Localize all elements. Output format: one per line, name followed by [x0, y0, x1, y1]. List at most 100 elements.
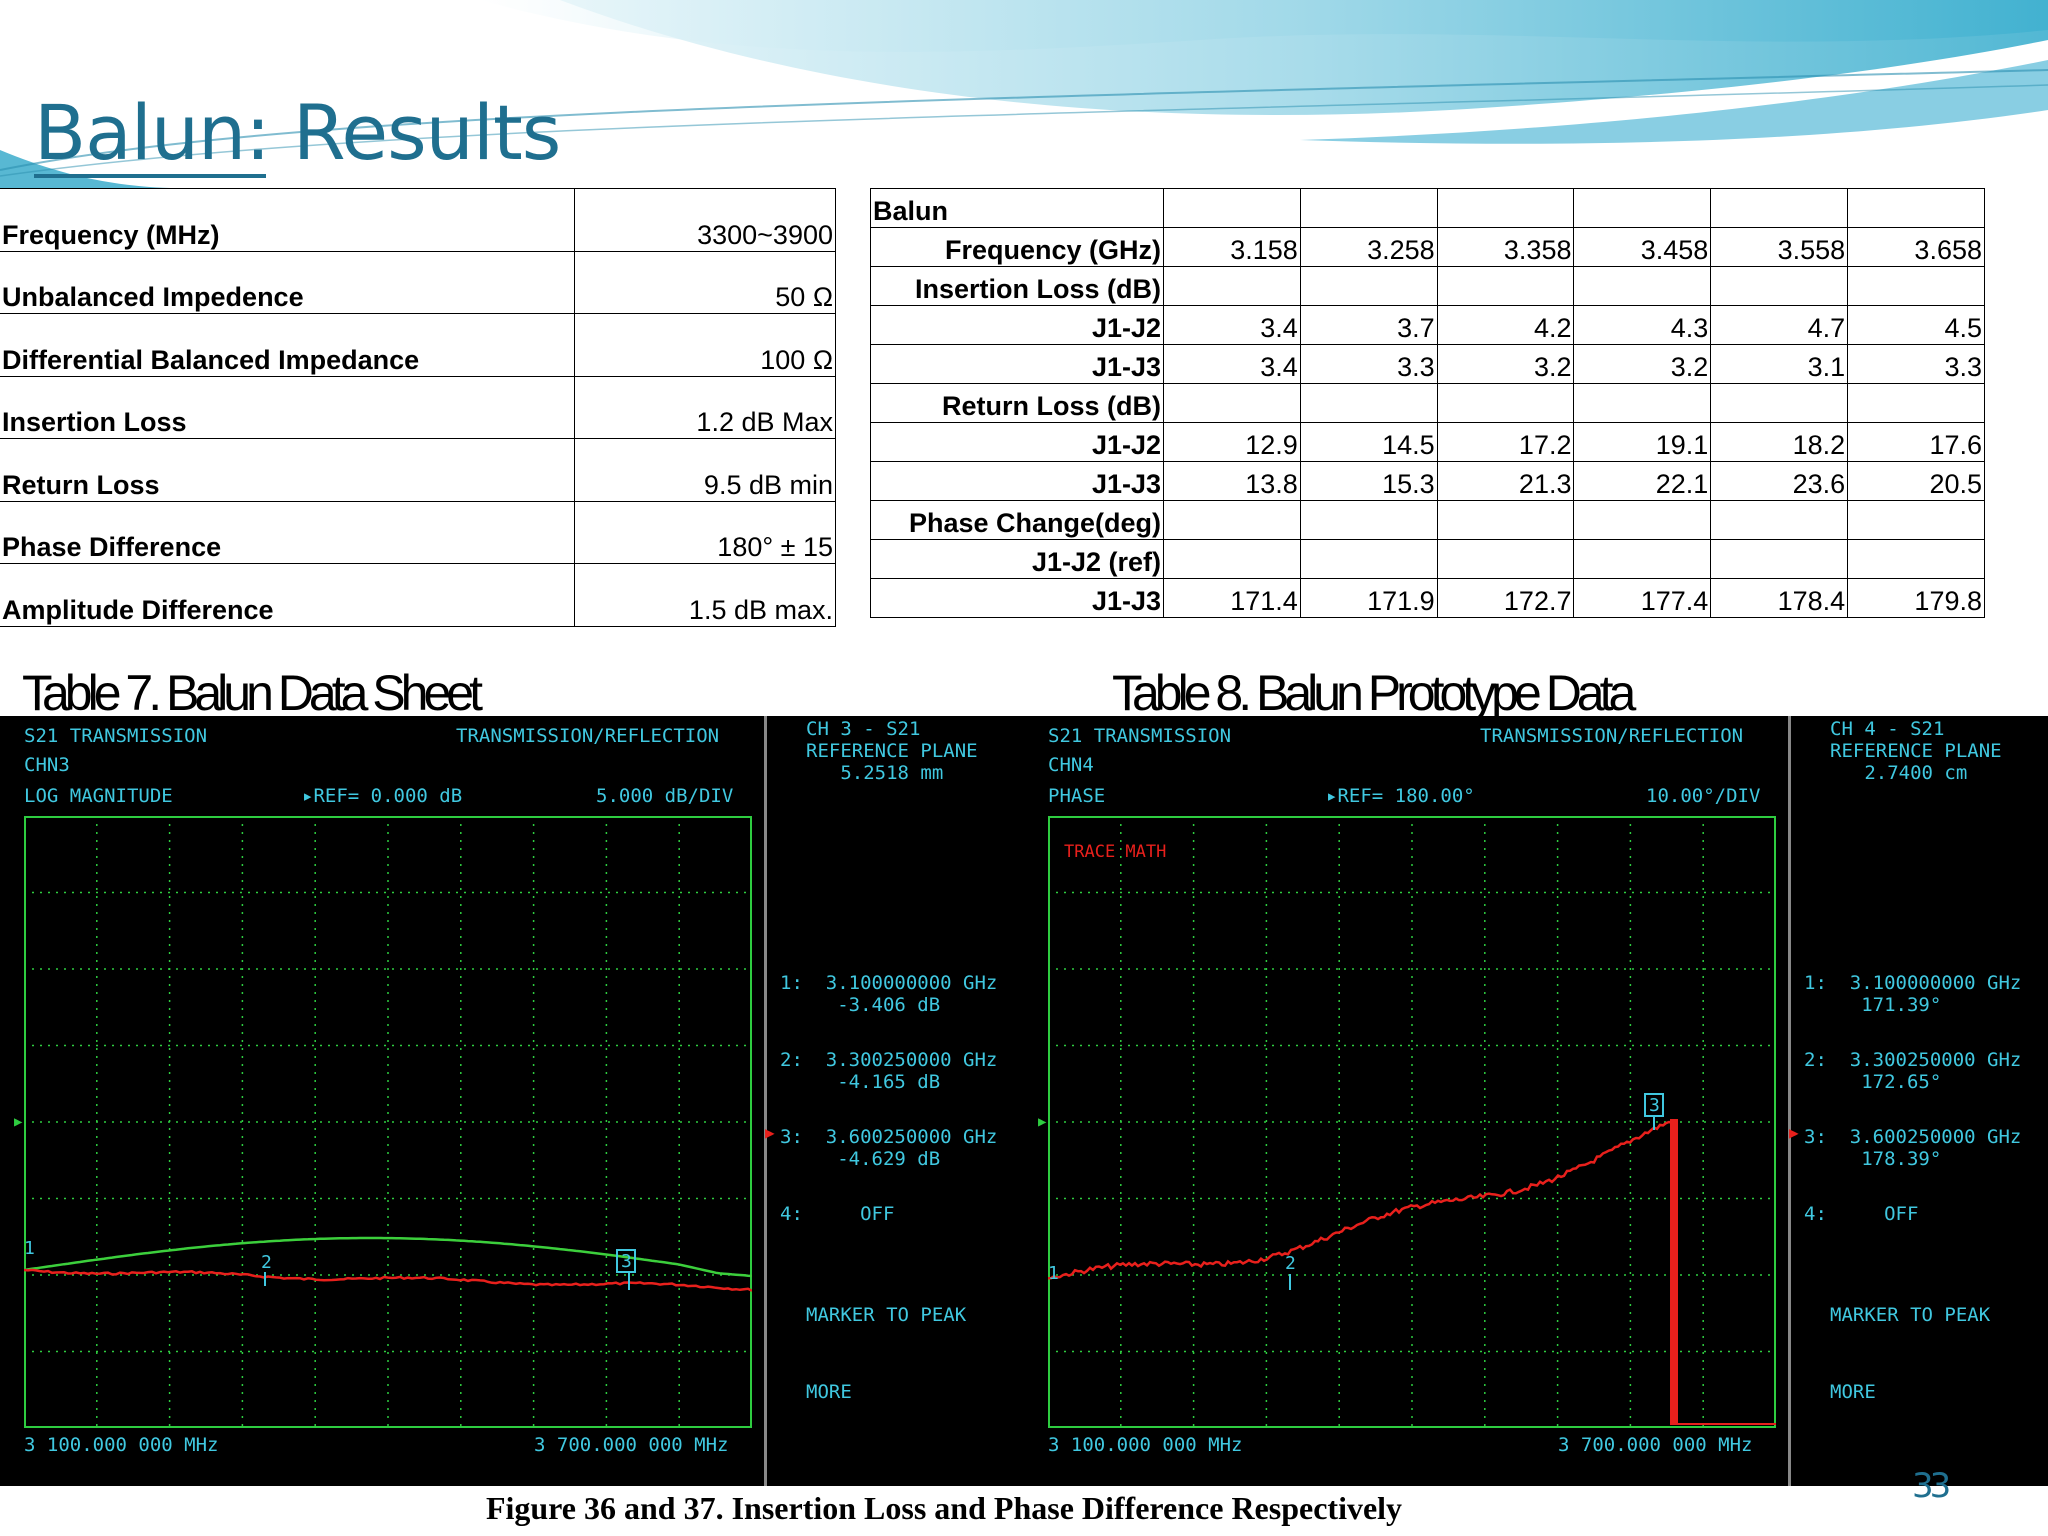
spec-row: Insertion Loss 1.2 dB Max: [0, 375, 836, 439]
proto-cell: [1163, 383, 1301, 423]
proto-row-label: Balun: [870, 188, 1164, 228]
table-8-caption: Table 8. Balun Prototype Data: [1112, 665, 1636, 721]
scope1-more-softkey[interactable]: MORE: [806, 1381, 852, 1403]
spec-value: 3300~3900: [574, 188, 836, 252]
scope1-trace-red: [24, 1268, 752, 1292]
spec-row: Frequency (MHz) 3300~3900: [0, 188, 836, 252]
proto-cell: [1573, 188, 1712, 228]
scope2-ref-arrow: ▶: [1038, 1114, 1047, 1130]
scope1-trace-green: [24, 1236, 752, 1278]
scope2-marker-2-readout: 2: 3.300250000 GHz 172.65°: [1804, 1049, 2022, 1093]
proto-cell: [1163, 188, 1301, 228]
scope1-ref-arrow: ▶: [14, 1114, 23, 1130]
proto-cell: [1436, 188, 1575, 228]
spec-label: Phase Difference: [0, 500, 575, 564]
proto-cell: 17.2: [1436, 422, 1575, 462]
scope1-active-marker-arrow: ▶: [765, 1123, 775, 1142]
proto-row-label: J1-J3: [870, 344, 1164, 384]
scope1-channel: CHN3: [24, 754, 70, 776]
proto-cell: 3.258: [1299, 227, 1438, 267]
proto-row-label: Phase Change(deg): [870, 500, 1164, 540]
proto-cell: 3.158: [1163, 227, 1301, 267]
proto-cell: 4.2: [1436, 305, 1575, 345]
proto-cell: [1436, 500, 1575, 540]
proto-cell: 23.6: [1710, 461, 1849, 501]
proto-cell: 17.6: [1847, 422, 1985, 462]
spec-value: 1.5 dB max.: [574, 563, 836, 627]
proto-cell: [1299, 500, 1438, 540]
proto-row: Frequency (GHz) 3.158 3.258 3.358 3.458 3.558…: [870, 227, 1985, 267]
proto-cell: 13.8: [1163, 461, 1301, 501]
proto-cell: [1299, 539, 1438, 579]
proto-cell: 3.4: [1163, 344, 1301, 384]
proto-cell: 12.9: [1163, 422, 1301, 462]
proto-cell: 4.7: [1710, 305, 1849, 345]
proto-row: Phase Change(deg): [870, 500, 1985, 540]
scope2-stop-freq: 3 700.000 000 MHz: [1558, 1434, 1753, 1456]
spec-value: 9.5 dB min: [574, 438, 836, 502]
proto-cell: [1299, 266, 1438, 306]
scope2-plot: 1 2 3 TRACE MATH: [1048, 816, 1776, 1428]
proto-cell: [1847, 539, 1985, 579]
scope2-header-left: S21 TRANSMISSION: [1048, 725, 1232, 747]
scope1-divider: [764, 716, 767, 1486]
spec-label: Unbalanced Impedence: [0, 250, 575, 314]
proto-cell: 3.4: [1163, 305, 1301, 345]
proto-cell: [1163, 266, 1301, 306]
scope1-marker-2-label: 2: [261, 1252, 272, 1273]
scope1-marker-to-peak-softkey[interactable]: MARKER TO PEAK: [806, 1304, 967, 1326]
proto-cell: [1163, 539, 1301, 579]
scope1-scale: 5.000 dB/DIV: [596, 785, 734, 807]
proto-cell: [1163, 500, 1301, 540]
spec-value: 100 Ω: [574, 313, 836, 377]
scope2-marker-to-peak-softkey[interactable]: MARKER TO PEAK: [1830, 1304, 1991, 1326]
proto-cell: 3.1: [1710, 344, 1849, 384]
scope2-active-marker-arrow: ▶: [1789, 1123, 1799, 1142]
spec-value: 1.2 dB Max: [574, 375, 836, 439]
scope2-scale: 10.00°/DIV: [1646, 785, 1761, 807]
scope2-marker-1-readout: 1: 3.100000000 GHz 171.39°: [1804, 972, 2022, 1016]
scope2-trace-math-label: TRACE MATH: [1064, 842, 1166, 862]
proto-cell: [1710, 188, 1849, 228]
proto-row: Balun: [870, 188, 1985, 228]
spec-label: Insertion Loss: [0, 375, 575, 439]
scope1-marker-1-readout: 1: 3.100000000 GHz -3.406 dB: [780, 972, 998, 1016]
scope2-header-right: TRANSMISSION/REFLECTION: [1480, 725, 1744, 747]
proto-cell: 19.1: [1573, 422, 1712, 462]
proto-cell: 178.4: [1710, 578, 1849, 618]
proto-row-label: J1-J3: [870, 578, 1164, 618]
spec-row: Differential Balanced Impedance 100 Ω: [0, 313, 836, 377]
proto-cell: [1573, 500, 1712, 540]
proto-cell: [1436, 383, 1575, 423]
balun-data-sheet-table: Frequency (MHz) 3300~3900 Unbalanced Imped…: [0, 188, 836, 627]
proto-row-label: J1-J2 (ref): [870, 539, 1164, 579]
scope2-start-freq: 3 100.000 000 MHz: [1048, 1434, 1243, 1456]
proto-cell: [1847, 188, 1985, 228]
scope2-more-softkey[interactable]: MORE: [1830, 1381, 1876, 1403]
spec-row: Unbalanced Impedence 50 Ω: [0, 250, 836, 314]
proto-cell: [1299, 188, 1438, 228]
proto-cell: 3.2: [1436, 344, 1575, 384]
proto-cell: 3.358: [1436, 227, 1575, 267]
proto-cell: 171.9: [1299, 578, 1438, 618]
scope2-trace-red: [1048, 1120, 1673, 1280]
spec-label: Amplitude Difference: [0, 563, 575, 627]
scope1-header-right: TRANSMISSION/REFLECTION: [456, 725, 720, 747]
table-7-caption: Table 7. Balun Data Sheet: [22, 665, 483, 721]
proto-row: J1-J2 (ref): [870, 539, 1985, 579]
proto-cell: [1436, 539, 1575, 579]
scope1-header-left: S21 TRANSMISSION: [24, 725, 208, 747]
scope1-side-panel: CH 3 - S21 REFERENCE PLANE 5.2518 mm: [806, 718, 978, 784]
proto-cell: 3.658: [1847, 227, 1985, 267]
proto-row: Return Loss (dB): [870, 383, 1985, 423]
proto-cell: 20.5: [1847, 461, 1985, 501]
proto-cell: 3.558: [1710, 227, 1849, 267]
proto-row-label: J1-J2: [870, 305, 1164, 345]
proto-cell: 3.7: [1299, 305, 1438, 345]
network-analyzer-screenshots: S21 TRANSMISSION CHN3 TRANSMISSION/REFLE…: [0, 716, 2048, 1486]
header-wave-decoration: [0, 0, 2048, 189]
proto-row: J1-J3 171.4 171.9 172.7 177.4 178.4 179.8: [870, 578, 1985, 618]
proto-cell: 15.3: [1299, 461, 1438, 501]
proto-row: J1-J2 12.9 14.5 17.2 19.1 18.2 17.6: [870, 422, 1985, 462]
figure-caption: Figure 36 and 37. Insertion Loss and Pha…: [485, 1490, 1403, 1526]
